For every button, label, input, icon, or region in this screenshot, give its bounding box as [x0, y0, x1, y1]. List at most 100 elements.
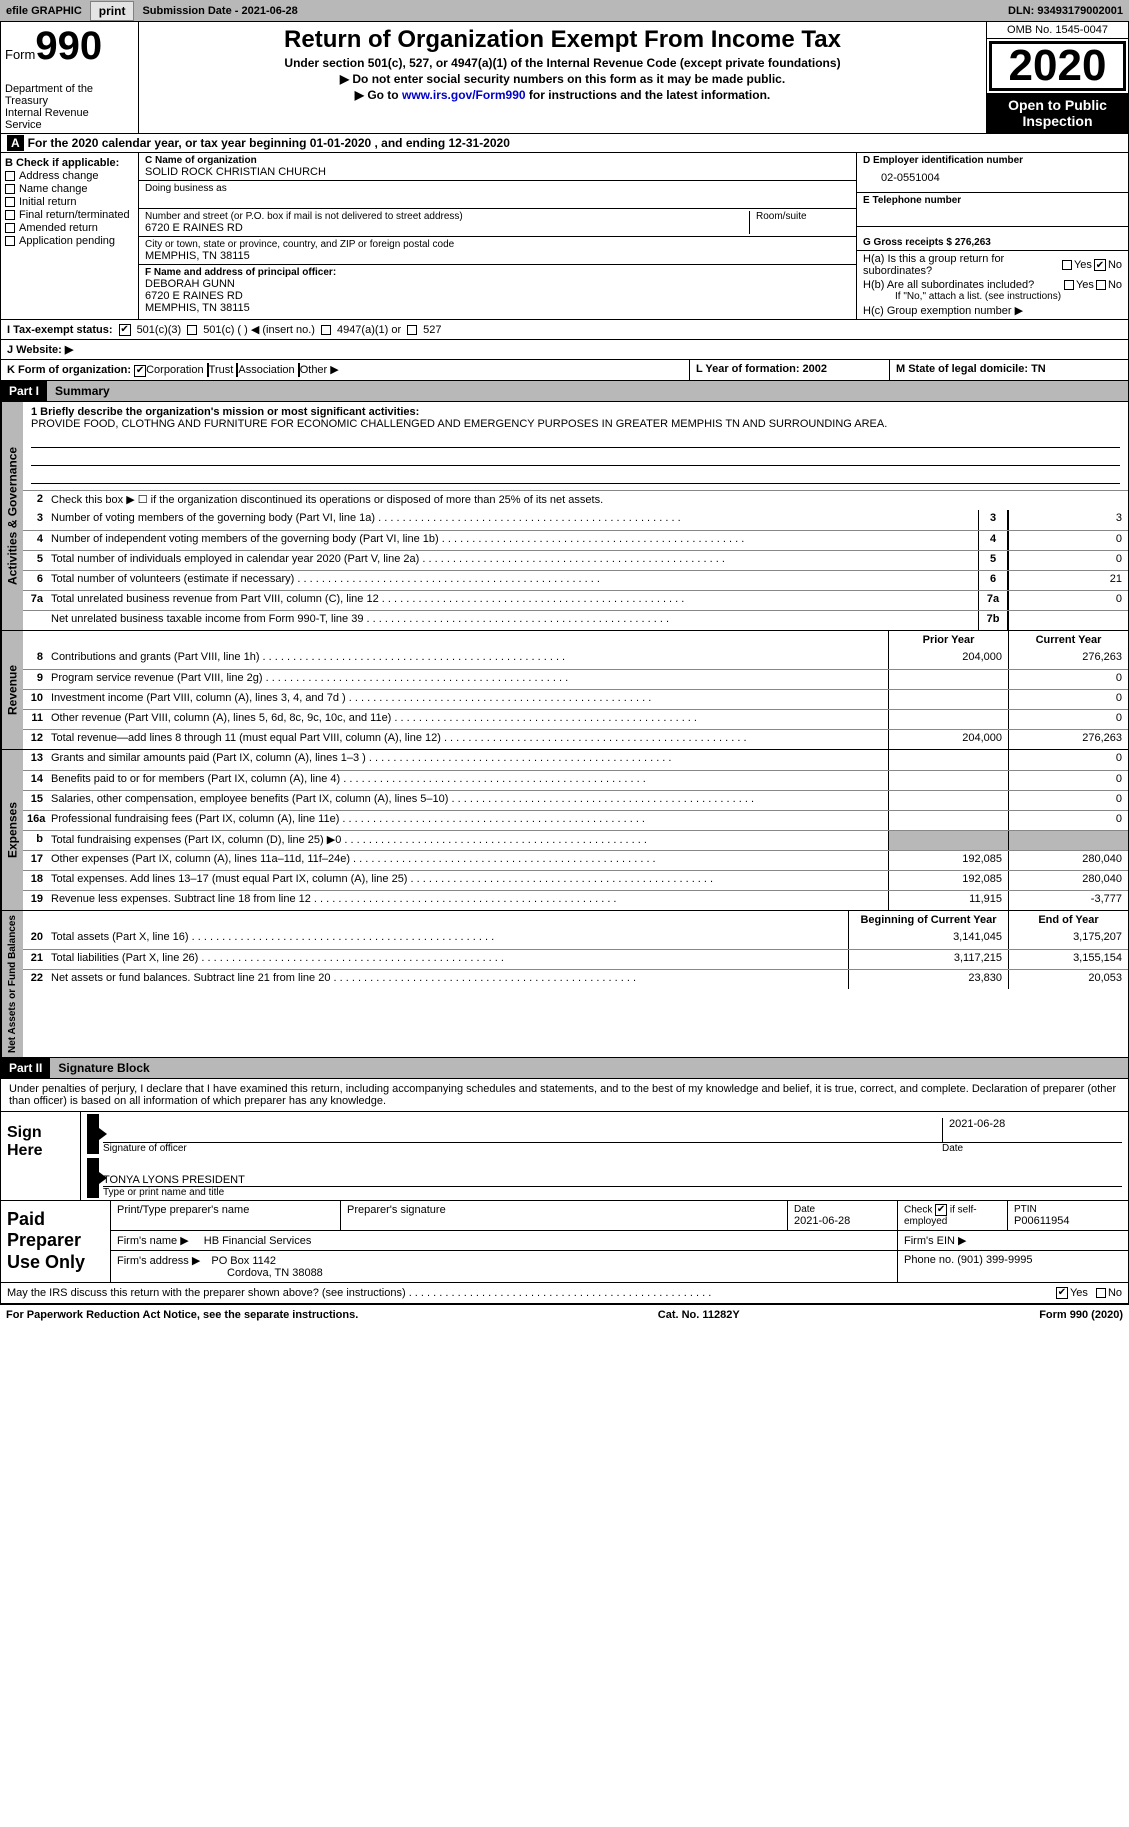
sidebar-expenses: Expenses — [1, 750, 23, 910]
current-year-value: 0 — [1008, 750, 1128, 770]
form-subtitle: Under section 501(c), 527, or 4947(a)(1)… — [147, 56, 978, 70]
city-label: City or town, state or province, country… — [145, 239, 850, 250]
prior-year-value — [888, 710, 1008, 729]
line-text: Total fundraising expenses (Part IX, col… — [47, 831, 888, 850]
line-text: Net unrelated business taxable income fr… — [47, 611, 978, 630]
line-text: Investment income (Part VIII, column (A)… — [47, 690, 888, 709]
instructions-link[interactable]: www.irs.gov/Form990 — [402, 88, 526, 102]
tax-period-row: AFor the 2020 calendar year, or tax year… — [0, 134, 1129, 153]
line-item: 22 Net assets or fund balances. Subtract… — [23, 969, 1128, 989]
prior-year-value — [888, 670, 1008, 689]
sign-arrow-icon-2 — [87, 1158, 99, 1198]
form-note1: ▶ Do not enter social security numbers o… — [147, 72, 978, 86]
ha-yes[interactable] — [1062, 260, 1072, 270]
line-text: Revenue less expenses. Subtract line 18 … — [47, 891, 888, 910]
entity-info-block: B Check if applicable: Address change Na… — [0, 153, 1129, 320]
mission-text: PROVIDE FOOD, CLOTHNG AND FURNITURE FOR … — [31, 418, 1120, 430]
sign-here-label: Sign Here — [1, 1112, 81, 1200]
paid-preparer-block: PaidPreparerUse Only Print/Type preparer… — [0, 1201, 1129, 1283]
i-label: I Tax-exempt status: — [7, 324, 113, 336]
line-value: 0 — [1008, 551, 1128, 570]
sig-officer-label: Signature of officer — [103, 1143, 942, 1154]
print-button[interactable]: print — [90, 1, 135, 21]
line-text: Salaries, other compensation, employee b… — [47, 791, 888, 810]
prior-year-value — [888, 750, 1008, 770]
current-year-value: 280,040 — [1008, 851, 1128, 870]
hb-note: If "No," attach a list. (see instruction… — [863, 291, 1122, 302]
line-item: 6 Total number of volunteers (estimate i… — [23, 570, 1128, 590]
chk-final-return[interactable] — [5, 210, 15, 220]
prep-date-label: Date — [794, 1204, 891, 1215]
signature-block: Under penalties of perjury, I declare th… — [0, 1079, 1129, 1201]
ptin-label: PTIN — [1014, 1204, 1122, 1215]
discuss-no[interactable] — [1096, 1288, 1106, 1298]
chk-4947[interactable] — [321, 325, 331, 335]
officer-name: DEBORAH GUNN — [145, 278, 850, 290]
current-year-value: 3,155,154 — [1008, 950, 1128, 969]
check-heading: B Check if applicable: — [5, 157, 134, 169]
ha-no[interactable] — [1094, 259, 1106, 271]
line-text: Number of voting members of the governin… — [47, 510, 978, 530]
footer-left: For Paperwork Reduction Act Notice, see … — [6, 1309, 358, 1321]
line-text: Total number of individuals employed in … — [47, 551, 978, 570]
city-state-zip: MEMPHIS, TN 38115 — [145, 250, 850, 262]
form-header: Form990 Department of theTreasuryInterna… — [0, 22, 1129, 134]
dba-label: Doing business as — [145, 183, 850, 194]
prior-year-header: Prior Year — [888, 631, 1008, 649]
chk-address-change[interactable] — [5, 171, 15, 181]
discuss-yes[interactable] — [1056, 1287, 1068, 1299]
line-text: Net assets or fund balances. Subtract li… — [47, 970, 848, 989]
chk-amended-return[interactable] — [5, 223, 15, 233]
line-value: 0 — [1008, 591, 1128, 610]
officer-addr2: MEMPHIS, TN 38115 — [145, 302, 850, 314]
prior-year-value: 3,117,215 — [848, 950, 1008, 969]
hb-yes[interactable] — [1064, 280, 1074, 290]
current-year-value — [1008, 831, 1128, 850]
line-item: b Total fundraising expenses (Part IX, c… — [23, 830, 1128, 850]
chk-527[interactable] — [407, 325, 417, 335]
current-year-value: 276,263 — [1008, 730, 1128, 749]
prior-year-value: 192,085 — [888, 871, 1008, 890]
prep-date-value: 2021-06-28 — [794, 1215, 891, 1227]
chk-self-employed[interactable] — [935, 1204, 947, 1216]
c-name-label: C Name of organization — [145, 155, 850, 166]
current-year-value: 20,053 — [1008, 970, 1128, 989]
discuss-text: May the IRS discuss this return with the… — [7, 1287, 1056, 1299]
line-item: 8 Contributions and grants (Part VIII, l… — [23, 649, 1128, 669]
line-box: 4 — [978, 531, 1008, 550]
prior-year-value: 204,000 — [888, 649, 1008, 669]
dln-label: DLN: 93493179002001 — [1002, 5, 1129, 17]
line-text: Other revenue (Part VIII, column (A), li… — [47, 710, 888, 729]
addr-label: Number and street (or P.O. box if mail i… — [145, 211, 743, 222]
beg-year-header: Beginning of Current Year — [848, 911, 1008, 929]
form-note2: ▶ Go to www.irs.gov/Form990 for instruct… — [147, 88, 978, 102]
form-word: Form — [5, 47, 35, 62]
current-year-value: 0 — [1008, 690, 1128, 709]
ein-value: 02-0551004 — [863, 166, 1122, 190]
hb-no[interactable] — [1096, 280, 1106, 290]
j-label: J Website: ▶ — [7, 343, 73, 356]
line-item: 20 Total assets (Part X, line 16) 3,141,… — [23, 929, 1128, 949]
part1-header-row: Part I Summary — [0, 381, 1129, 402]
chk-501c3[interactable] — [119, 324, 131, 336]
prior-year-value: 192,085 — [888, 851, 1008, 870]
part1-title: Summary — [47, 381, 1128, 401]
line-item: 15 Salaries, other compensation, employe… — [23, 790, 1128, 810]
officer-addr1: 6720 E RAINES RD — [145, 290, 850, 302]
chk-501c[interactable] — [187, 325, 197, 335]
chk-app-pending[interactable] — [5, 236, 15, 246]
current-year-value: 0 — [1008, 710, 1128, 729]
prior-year-value: 23,830 — [848, 970, 1008, 989]
chk-initial-return[interactable] — [5, 197, 15, 207]
name-address-col: C Name of organization SOLID ROCK CHRIST… — [139, 153, 856, 319]
line-item: 7a Total unrelated business revenue from… — [23, 590, 1128, 610]
firm-name: HB Financial Services — [204, 1235, 312, 1247]
chk-name-change[interactable] — [5, 184, 15, 194]
prior-year-value: 204,000 — [888, 730, 1008, 749]
line-text: Number of independent voting members of … — [47, 531, 978, 550]
ptin-value: P00611954 — [1014, 1215, 1122, 1227]
line-item: 13 Grants and similar amounts paid (Part… — [23, 750, 1128, 770]
chk-corporation[interactable] — [134, 365, 146, 377]
e-phone-label: E Telephone number — [863, 195, 1122, 206]
line-item: 14 Benefits paid to or for members (Part… — [23, 770, 1128, 790]
